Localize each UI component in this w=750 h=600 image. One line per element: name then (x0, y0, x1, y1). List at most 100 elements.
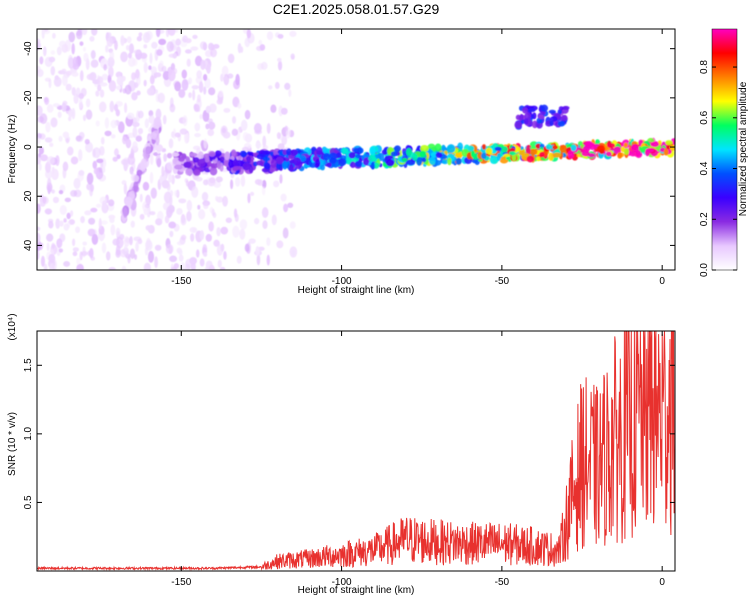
spectrogram-noise-cell (116, 154, 121, 160)
spectrogram-panel: -150 -100 -50 0 40 20 0 -20 -40 Height of strai… (7, 28, 676, 296)
spectrogram-noise-cell (289, 30, 297, 37)
spectrogram-noise-cell (215, 195, 219, 202)
spectrogram-noise-cell (95, 120, 100, 127)
spectrogram-noise-cell (56, 238, 63, 248)
spectrogram-noise-cell (266, 31, 274, 41)
spectrogram-noise-cell (97, 84, 102, 92)
spectrogram-noise-cell (253, 123, 262, 134)
spectrogram-noise-cell (266, 123, 271, 134)
spectrogram-noise-cell (108, 199, 115, 207)
spectrogram-noise-cell (194, 132, 201, 138)
y-tick-label: 0 (23, 144, 34, 150)
spectrogram-noise-cell (215, 176, 223, 183)
spectrogram-noise-cell (142, 32, 151, 44)
spectrogram-noise-cell (90, 207, 98, 213)
spectrogram-noise-cell (55, 218, 61, 229)
spectrogram-noise-cell (142, 181, 150, 191)
spectrogram-noise-cell (143, 79, 147, 87)
spectrogram-noise-cell (246, 29, 251, 39)
spectrogram-band-cell (224, 151, 230, 161)
spectrogram-noise-cell (129, 248, 136, 260)
spectrogram-noise-cell (37, 242, 43, 251)
spectrogram-band-cell (606, 151, 612, 157)
spectrogram-noise-cell (198, 81, 204, 93)
x-tick-label: 0 (659, 577, 665, 588)
spectrogram-band-cell (466, 152, 473, 160)
spectrogram-band-cell (246, 156, 251, 162)
spectrogram-noise-cell (208, 264, 215, 270)
spectrogram-noise-cell (150, 153, 154, 165)
spectrogram-noise-cell (256, 254, 261, 266)
spectrogram-noise-cell (155, 29, 161, 38)
spectrogram-noise-cell (43, 46, 47, 57)
spectrogram-noise-cell (237, 102, 242, 109)
spectrogram-noise-cell (169, 103, 176, 113)
spectrogram-band-cell (623, 148, 630, 156)
spectrogram-noise-cell (123, 183, 128, 195)
spectrogram-noise-cell (129, 166, 134, 175)
snr-y-multiplier: (x10⁴) (7, 313, 18, 340)
spectrogram-noise-cell (102, 166, 106, 174)
spectrogram-noise-cell (91, 29, 98, 36)
spectrogram-noise-cell (108, 80, 117, 92)
spectrogram-band-cell (353, 147, 360, 153)
spectrogram-band-cell (329, 152, 338, 160)
spectrogram-band-cell (401, 157, 408, 162)
spectrogram-band-cell (214, 150, 222, 157)
spectrogram-noise-cell (178, 198, 187, 204)
spectrogram-noise-cell (108, 214, 116, 220)
spectrogram-noise-cell (89, 183, 94, 192)
spectrogram-noise-cell (82, 114, 87, 122)
spectrogram-noise-cell (59, 205, 67, 216)
spectrogram-noise-cell (230, 179, 234, 190)
spectrogram-noise-cell (163, 191, 172, 204)
spectrogram-noise-cell (236, 255, 242, 264)
spectrogram-noise-cell (101, 242, 107, 254)
spectrogram-noise-cell (110, 134, 116, 139)
spectrogram-band-cell (326, 162, 332, 168)
spectrogram-band-cell (545, 144, 553, 150)
spectrogram-noise-cell (166, 161, 175, 171)
spectrogram-noise-cell (71, 86, 76, 96)
spectrogram-band-cell (665, 140, 673, 146)
spectrogram-upper-cell (548, 109, 556, 114)
spectrogram-noise-cell (158, 38, 167, 46)
spectrogram-noise-cell (57, 111, 62, 119)
spectrogram-noise-cell (176, 241, 184, 246)
spectrogram-noise-cell (86, 172, 94, 185)
spectrogram-noise-cell (149, 171, 154, 184)
spectrogram-upper-cell (527, 108, 536, 113)
spectrogram-noise-cell (203, 203, 209, 210)
spectrogram-noise-cell (168, 138, 174, 149)
spectrogram-noise-cell (151, 41, 158, 49)
spectrogram-noise-cell (166, 41, 174, 52)
spectrogram-noise-cell (132, 121, 140, 128)
spectrogram-noise-cell (202, 179, 209, 186)
spectrogram-noise-cell (198, 209, 206, 220)
spectrogram-noise-cell (176, 208, 183, 215)
spectrogram-band-cell (204, 158, 210, 163)
spectrogram-noise-cell (232, 225, 240, 238)
spectrogram-noise-cell (182, 115, 188, 127)
spectrogram-noise-cell (64, 197, 72, 203)
spectrogram-band-cell (336, 152, 342, 159)
spectrogram-band-cell (316, 146, 323, 156)
spectrogram-noise-cell (64, 39, 72, 52)
spectrogram-upper-cell (562, 105, 570, 110)
spectrogram-noise-cell (100, 82, 108, 87)
spectrogram-noise-cell (262, 135, 267, 148)
spectrogram-noise-cell (148, 110, 154, 117)
spectrogram-noise-cell (144, 203, 151, 209)
spectrogram-band-cell (509, 148, 516, 153)
spectrogram-noise-cell (172, 52, 177, 59)
spectrogram-noise-cell (208, 87, 216, 96)
spectrogram-noise-cell (86, 73, 95, 81)
spectrogram-noise-cell (139, 193, 143, 203)
spectrogram-noise-cell (51, 242, 56, 249)
spectrogram-noise-cell (72, 247, 80, 252)
spectrogram-noise-cell (199, 114, 203, 120)
spectrogram-band-cell (198, 151, 204, 160)
spectrogram-noise-cell (242, 131, 249, 141)
spectrogram-upper-cell (561, 114, 567, 122)
spectrogram-band-cell (322, 153, 331, 161)
